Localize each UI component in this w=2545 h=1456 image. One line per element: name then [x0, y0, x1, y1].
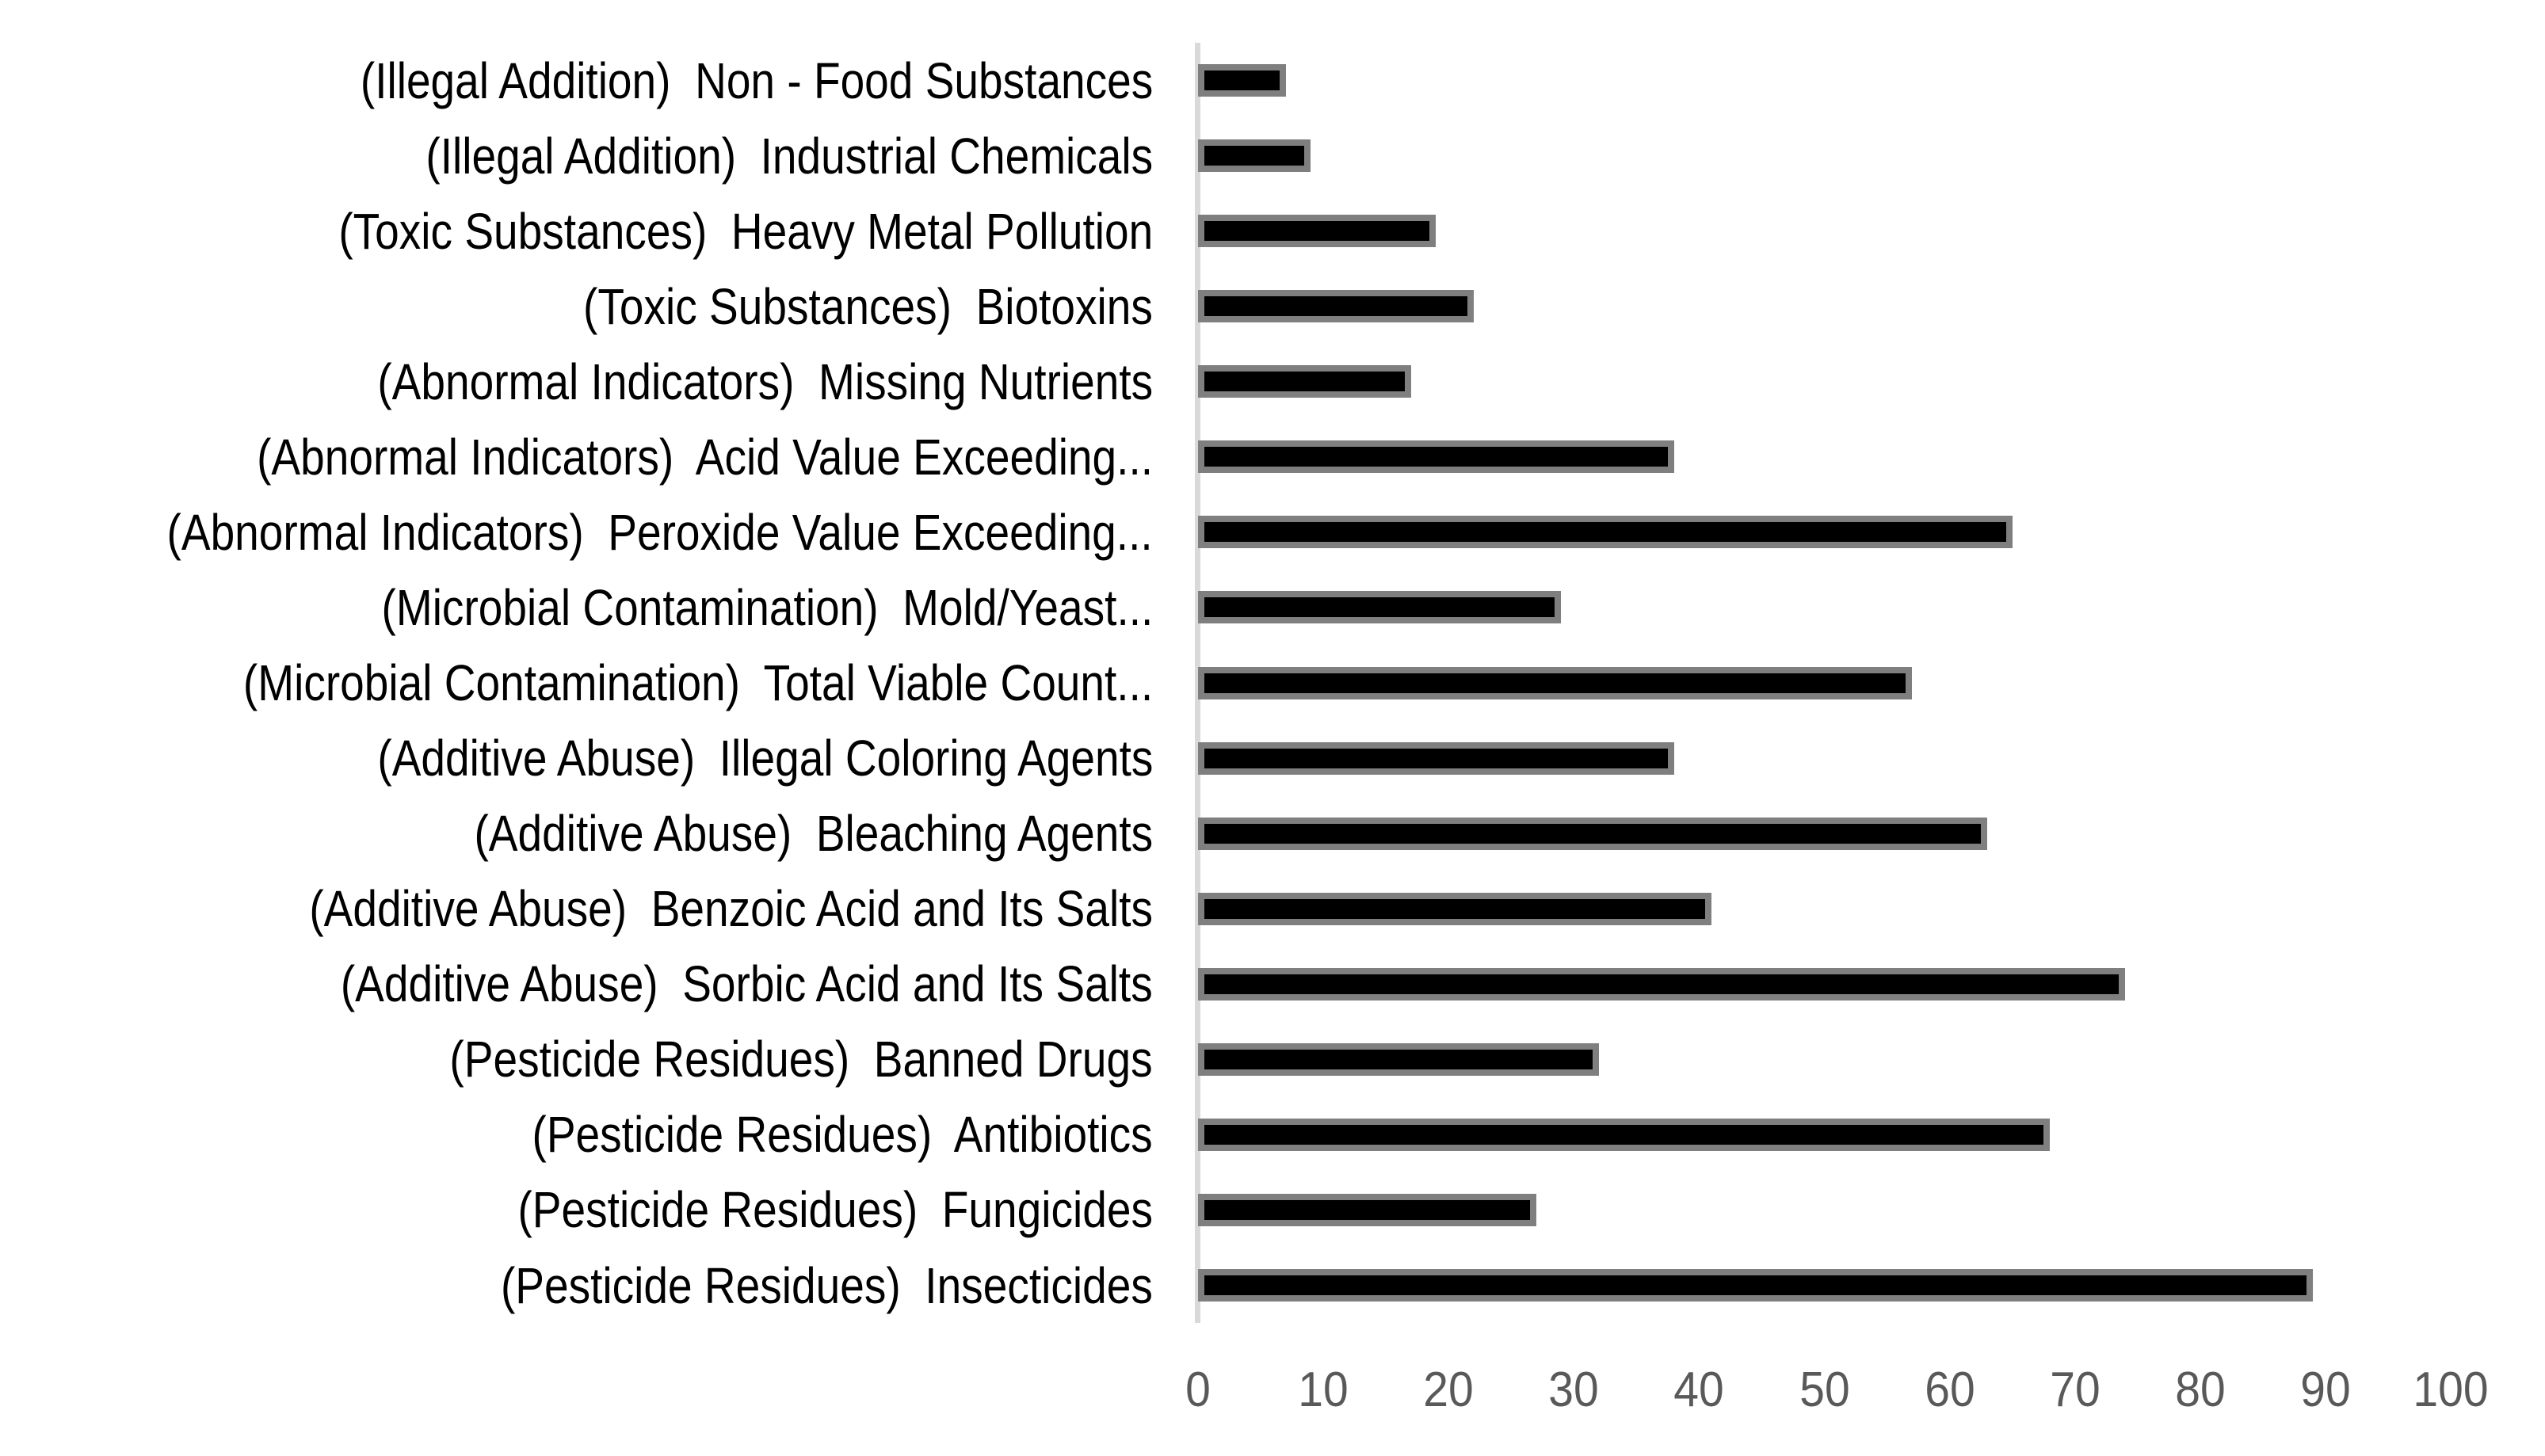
bar-row: [1198, 570, 2451, 645]
bar: [1198, 817, 1988, 850]
category-label: (Additive Abuse) Benzoic Acid and Its Sa…: [309, 880, 1153, 938]
category-label: (Abnormal Indicators) Acid Value Exceedi…: [257, 428, 1153, 486]
category-row: (Additive Abuse) Sorbic Acid and Its Sal…: [0, 947, 1153, 1022]
x-tick-label: 20: [1423, 1363, 1474, 1417]
bar: [1198, 591, 1562, 624]
bar: [1198, 516, 2013, 549]
category-row: (Abnormal Indicators) Acid Value Exceedi…: [0, 419, 1153, 494]
category-row: (Pesticide Residues) Antibiotics: [0, 1097, 1153, 1172]
x-tick-label: 40: [1673, 1363, 1725, 1417]
plot-area: [1198, 43, 2451, 1323]
category-label: (Additive Abuse) Sorbic Acid and Its Sal…: [341, 955, 1153, 1013]
bar: [1198, 666, 1913, 699]
category-label: (Pesticide Residues) Insecticides: [501, 1256, 1153, 1314]
bar-row: [1198, 646, 2451, 721]
x-tick-label: 10: [1298, 1363, 1349, 1417]
bar-row: [1198, 494, 2451, 570]
bar-row: [1198, 947, 2451, 1022]
category-row: (Toxic Substances) Heavy Metal Pollution: [0, 193, 1153, 269]
bar: [1198, 1042, 1599, 1076]
category-label: (Abnormal Indicators) Missing Nutrients: [377, 353, 1153, 410]
category-row: (Pesticide Residues) Fungicides: [0, 1172, 1153, 1248]
bar-row: [1198, 43, 2451, 118]
category-label: (Illegal Addition) Non - Food Substances: [360, 51, 1153, 109]
category-label: (Pesticide Residues) Banned Drugs: [449, 1031, 1153, 1088]
category-label: (Toxic Substances) Heavy Metal Pollution: [338, 202, 1153, 260]
bar: [1198, 139, 1311, 173]
category-label: (Microbial Contamination) Total Viable C…: [242, 654, 1153, 712]
bar: [1198, 290, 1474, 323]
bar: [1198, 215, 1437, 248]
bar-row: [1198, 1022, 2451, 1097]
bar-row: [1198, 1172, 2451, 1248]
category-label: (Microbial Contamination) Mold/Yeast...: [381, 578, 1153, 636]
bar-row: [1198, 419, 2451, 494]
category-row: (Microbial Contamination) Total Viable C…: [0, 646, 1153, 721]
category-row: (Illegal Addition) Industrial Chemicals: [0, 118, 1153, 193]
x-tick-label: 70: [2049, 1363, 2100, 1417]
bar-row: [1198, 193, 2451, 269]
bar: [1198, 741, 1674, 775]
x-tick-label: 90: [2300, 1363, 2351, 1417]
bar: [1198, 64, 1286, 97]
category-label: (Toxic Substances) Biotoxins: [583, 277, 1153, 335]
category-label: (Additive Abuse) Bleaching Agents: [474, 805, 1153, 863]
bar-row: [1198, 796, 2451, 871]
bar: [1198, 365, 1411, 398]
category-label: (Illegal Addition) Industrial Chemicals: [425, 127, 1153, 185]
bar: [1198, 892, 1712, 925]
x-tick-label: 80: [2175, 1363, 2226, 1417]
category-row: (Pesticide Residues) Insecticides: [0, 1248, 1153, 1323]
category-label: (Abnormal Indicators) Peroxide Value Exc…: [166, 503, 1153, 561]
bar: [1198, 1118, 2051, 1151]
bar: [1198, 1193, 1536, 1226]
category-labels: (Illegal Addition) Non - Food Substances…: [0, 43, 1153, 1323]
bar-row: [1198, 344, 2451, 419]
x-tick-label: 50: [1799, 1363, 1850, 1417]
category-row: (Additive Abuse) Illegal Coloring Agents: [0, 721, 1153, 796]
bar-row: [1198, 1097, 2451, 1172]
bar-row: [1198, 118, 2451, 193]
category-row: (Additive Abuse) Benzoic Acid and Its Sa…: [0, 871, 1153, 947]
bar: [1198, 1269, 2314, 1302]
category-label: (Additive Abuse) Illegal Coloring Agents: [376, 730, 1153, 787]
bar-row: [1198, 269, 2451, 344]
x-axis-ticks: 0 10 20 30 40 50 60 70 80 90 100: [1185, 1356, 2488, 1427]
category-row: (Abnormal Indicators) Peroxide Value Exc…: [0, 494, 1153, 570]
bar: [1198, 967, 2125, 1001]
x-tick-label: 30: [1548, 1363, 1600, 1417]
x-tick-label: 100: [2413, 1363, 2489, 1417]
category-row: (Pesticide Residues) Banned Drugs: [0, 1022, 1153, 1097]
category-row: (Toxic Substances) Biotoxins: [0, 269, 1153, 344]
category-label: (Pesticide Residues) Antibiotics: [532, 1106, 1153, 1164]
bar-row: [1198, 721, 2451, 796]
category-row: (Additive Abuse) Bleaching Agents: [0, 796, 1153, 871]
x-tick-label: 0: [1185, 1363, 1211, 1417]
category-row: (Illegal Addition) Non - Food Substances: [0, 43, 1153, 118]
category-row: (Abnormal Indicators) Missing Nutrients: [0, 344, 1153, 419]
category-label: (Pesticide Residues) Fungicides: [517, 1181, 1153, 1239]
bar: [1198, 440, 1674, 474]
bar-row: [1198, 871, 2451, 947]
x-tick-label: 60: [1924, 1363, 1975, 1417]
category-row: (Microbial Contamination) Mold/Yeast...: [0, 570, 1153, 645]
bar-row: [1198, 1248, 2451, 1323]
y-axis-line: [1195, 43, 1200, 1323]
